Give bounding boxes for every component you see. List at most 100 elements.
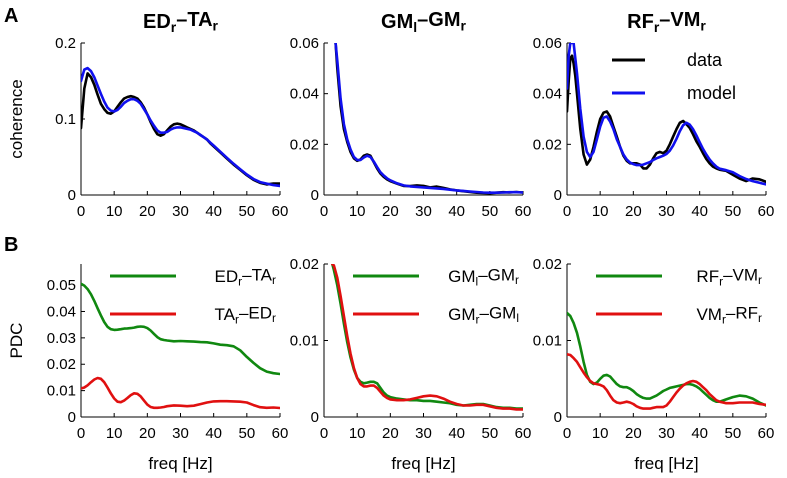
legend-label: model [687, 83, 736, 103]
legend: GMl–GMr GMr–GMl [353, 265, 519, 327]
x-tick-label: 50 [481, 203, 498, 220]
chart-b3: 0 10 20 30 40 50 60 0 0.01 0.02 freq [Hz] RFr–VMr VM… [533, 256, 775, 473]
x-tick-label: 10 [592, 425, 609, 442]
x-tick-label: 0 [320, 425, 328, 442]
x-tick-label: 50 [238, 425, 255, 442]
series-line-model [81, 66, 280, 188]
y-tick-label: 0.02 [533, 136, 562, 153]
x-tick-label: 20 [382, 203, 399, 220]
x-tick-label: 20 [625, 425, 642, 442]
series-line-gmlgmr [331, 264, 523, 410]
x-tick-label: 60 [515, 203, 532, 220]
x-tick-label: 60 [272, 203, 289, 220]
chart-title: RFr–VMr [627, 9, 706, 35]
x-tick-label: 40 [691, 425, 708, 442]
panel-label-b: B [4, 234, 18, 256]
y-tick-label: 0.02 [533, 256, 562, 273]
legend: data model [612, 50, 736, 103]
legend: EDr–TAr TAr–EDr [110, 265, 277, 327]
chart-title: GMl–GMr [381, 9, 466, 35]
chart-a2: 0 10 20 30 40 50 60 0 0.02 0.04 0.06 GMl–GMr [290, 9, 532, 220]
y-axis-label: PDC [7, 323, 26, 359]
legend-label: data [687, 50, 723, 70]
x-tick-label: 0 [77, 425, 85, 442]
x-tick-label: 60 [758, 203, 775, 220]
series-line-data [334, 43, 523, 195]
panel-label-a: A [4, 5, 18, 27]
series-line-data [81, 72, 280, 186]
x-tick-label: 30 [172, 425, 189, 442]
y-tick-label: 0.05 [47, 277, 76, 294]
y-tick-label: 0 [554, 409, 562, 426]
legend-label: RFr–VMr [696, 265, 762, 288]
y-tick-label: 0.06 [533, 35, 562, 52]
x-tick-label: 0 [563, 203, 571, 220]
series-line-model [334, 43, 523, 194]
x-tick-label: 0 [563, 425, 571, 442]
legend-label: GMl–GMr [448, 265, 519, 288]
series-line-vmrf [567, 353, 766, 410]
legend-label: VMr–RFr [696, 303, 762, 326]
x-tick-label: 60 [272, 425, 289, 442]
y-tick-label: 0 [311, 409, 319, 426]
x-tick-label: 20 [625, 203, 642, 220]
x-tick-label: 40 [205, 425, 222, 442]
legend-label: EDr–TAr [215, 265, 277, 288]
x-tick-label: 40 [691, 203, 708, 220]
x-tick-label: 30 [658, 425, 675, 442]
chart-b1: 0 10 20 30 40 50 60 0 0.01 0.02 0.03 0.04 0.05 PDC fre… [7, 264, 288, 473]
series-line-rfvm [567, 311, 766, 407]
y-tick-label: 0.02 [47, 356, 76, 373]
series-line-data [567, 54, 766, 184]
series-line-taed [81, 376, 280, 410]
y-tick-label: 0.03 [47, 330, 76, 347]
y-tick-label: 0.04 [47, 303, 76, 320]
x-tick-label: 30 [172, 203, 189, 220]
series-line-model [567, 43, 766, 186]
x-tick-label: 10 [349, 425, 366, 442]
chart-a1: 0 10 20 30 40 50 60 0 0.1 0.2 EDr–TAr coherence [7, 9, 288, 220]
series-line-gmrgml [331, 264, 523, 411]
x-tick-label: 10 [592, 203, 609, 220]
chart-title: EDr–TAr [143, 9, 219, 35]
x-tick-label: 20 [382, 425, 399, 442]
series-line-edta [81, 282, 280, 376]
x-tick-label: 20 [139, 203, 156, 220]
x-tick-label: 30 [658, 203, 675, 220]
legend: RFr–VMr VMr–RFr [596, 265, 762, 327]
x-tick-label: 0 [320, 203, 328, 220]
y-tick-label: 0 [311, 187, 319, 204]
y-tick-label: 0.1 [55, 111, 76, 128]
x-tick-label: 30 [415, 203, 432, 220]
x-tick-label: 0 [77, 203, 85, 220]
legend-label: GMr–GMl [448, 303, 519, 326]
y-tick-label: 0 [68, 409, 76, 426]
y-tick-label: 0.01 [533, 333, 562, 350]
x-axis-label: freq [Hz] [148, 454, 212, 473]
y-tick-label: 0.06 [290, 35, 319, 52]
x-tick-label: 50 [481, 425, 498, 442]
x-tick-label: 30 [415, 425, 432, 442]
x-axis-label: freq [Hz] [391, 454, 455, 473]
x-tick-label: 10 [349, 203, 366, 220]
y-tick-label: 0.01 [47, 383, 76, 400]
x-tick-label: 40 [448, 203, 465, 220]
x-tick-label: 10 [106, 203, 123, 220]
x-tick-label: 60 [758, 425, 775, 442]
x-tick-label: 50 [724, 203, 741, 220]
x-tick-label: 60 [515, 425, 532, 442]
y-tick-label: 0 [554, 187, 562, 204]
y-tick-label: 0.01 [290, 333, 319, 350]
x-tick-label: 40 [448, 425, 465, 442]
x-tick-label: 10 [106, 425, 123, 442]
x-tick-label: 50 [238, 203, 255, 220]
x-tick-label: 50 [724, 425, 741, 442]
x-axis-label: freq [Hz] [634, 454, 698, 473]
chart-a3: 0 10 20 30 40 50 60 0 0.02 0.04 0.06 RFr–VMr data mod… [533, 9, 775, 220]
y-tick-label: 0 [68, 187, 76, 204]
y-tick-label: 0.02 [290, 136, 319, 153]
y-tick-label: 0.04 [533, 86, 562, 103]
y-tick-label: 0.2 [55, 35, 76, 52]
